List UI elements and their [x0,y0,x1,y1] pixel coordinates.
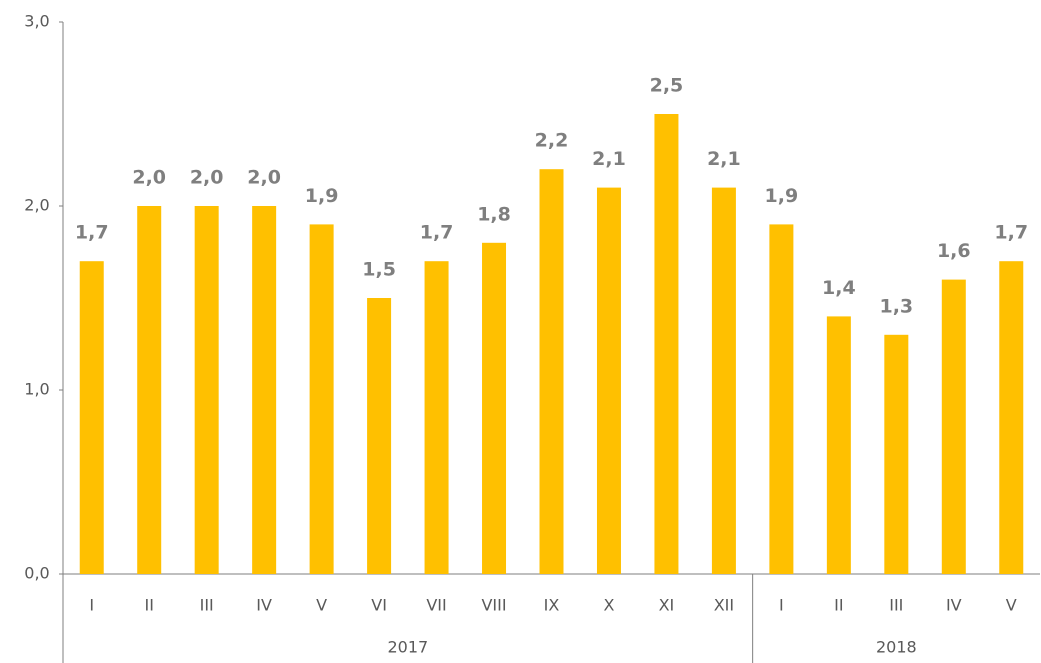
bar [482,243,506,574]
x-tick-label: III [200,596,214,615]
bar [367,298,391,574]
x-tick-label: III [889,596,903,615]
y-tick-label: 1,0 [24,380,49,399]
bar [540,169,564,574]
data-label: 2,1 [707,148,741,170]
bar [654,114,678,574]
bar [999,261,1023,574]
bar [310,224,334,574]
x-tick-label: II [834,596,843,615]
data-label: 1,7 [994,222,1028,244]
bar [137,206,161,574]
x-tick-label: VI [371,596,387,615]
chart: 0,01,02,03,0I1,7II2,0III2,0IV2,0V1,9VI1,… [0,0,1041,663]
bar [425,261,449,574]
y-tick-label: 2,0 [24,196,49,215]
data-label: 1,8 [477,203,511,225]
data-label: 1,5 [362,259,396,281]
x-tick-label: X [603,596,614,615]
x-tick-label: XI [659,596,675,615]
x-tick-label: IX [544,596,560,615]
x-tick-label: I [779,596,784,615]
data-label: 2,0 [247,167,281,189]
data-label: 1,7 [75,222,109,244]
data-label: 1,7 [420,222,454,244]
data-label: 2,0 [132,167,166,189]
group-label: 2018 [876,638,917,657]
data-label: 1,3 [879,295,913,317]
bar [712,188,736,574]
data-label: 2,2 [535,130,569,152]
data-label: 1,9 [765,185,799,207]
x-tick-label: VII [426,596,446,615]
x-tick-label: V [1006,596,1017,615]
x-tick-label: IV [256,596,272,615]
data-label: 1,6 [937,240,971,262]
x-tick-label: V [316,596,327,615]
bar [80,261,104,574]
data-label: 2,5 [650,75,684,97]
bar [252,206,276,574]
data-label: 1,4 [822,277,856,299]
data-label: 1,9 [305,185,339,207]
y-tick-label: 0,0 [24,564,49,583]
bar [195,206,219,574]
x-tick-label: I [89,596,94,615]
bar [884,335,908,574]
x-tick-label: II [144,596,153,615]
data-label: 2,0 [190,167,224,189]
bar [769,224,793,574]
y-tick-label: 3,0 [24,12,49,31]
bar [942,280,966,574]
data-label: 2,1 [592,148,626,170]
bar [827,316,851,574]
x-tick-label: IV [946,596,962,615]
x-tick-label: XII [714,596,734,615]
x-tick-label: VIII [481,596,506,615]
group-label: 2017 [387,638,428,657]
bar [597,188,621,574]
